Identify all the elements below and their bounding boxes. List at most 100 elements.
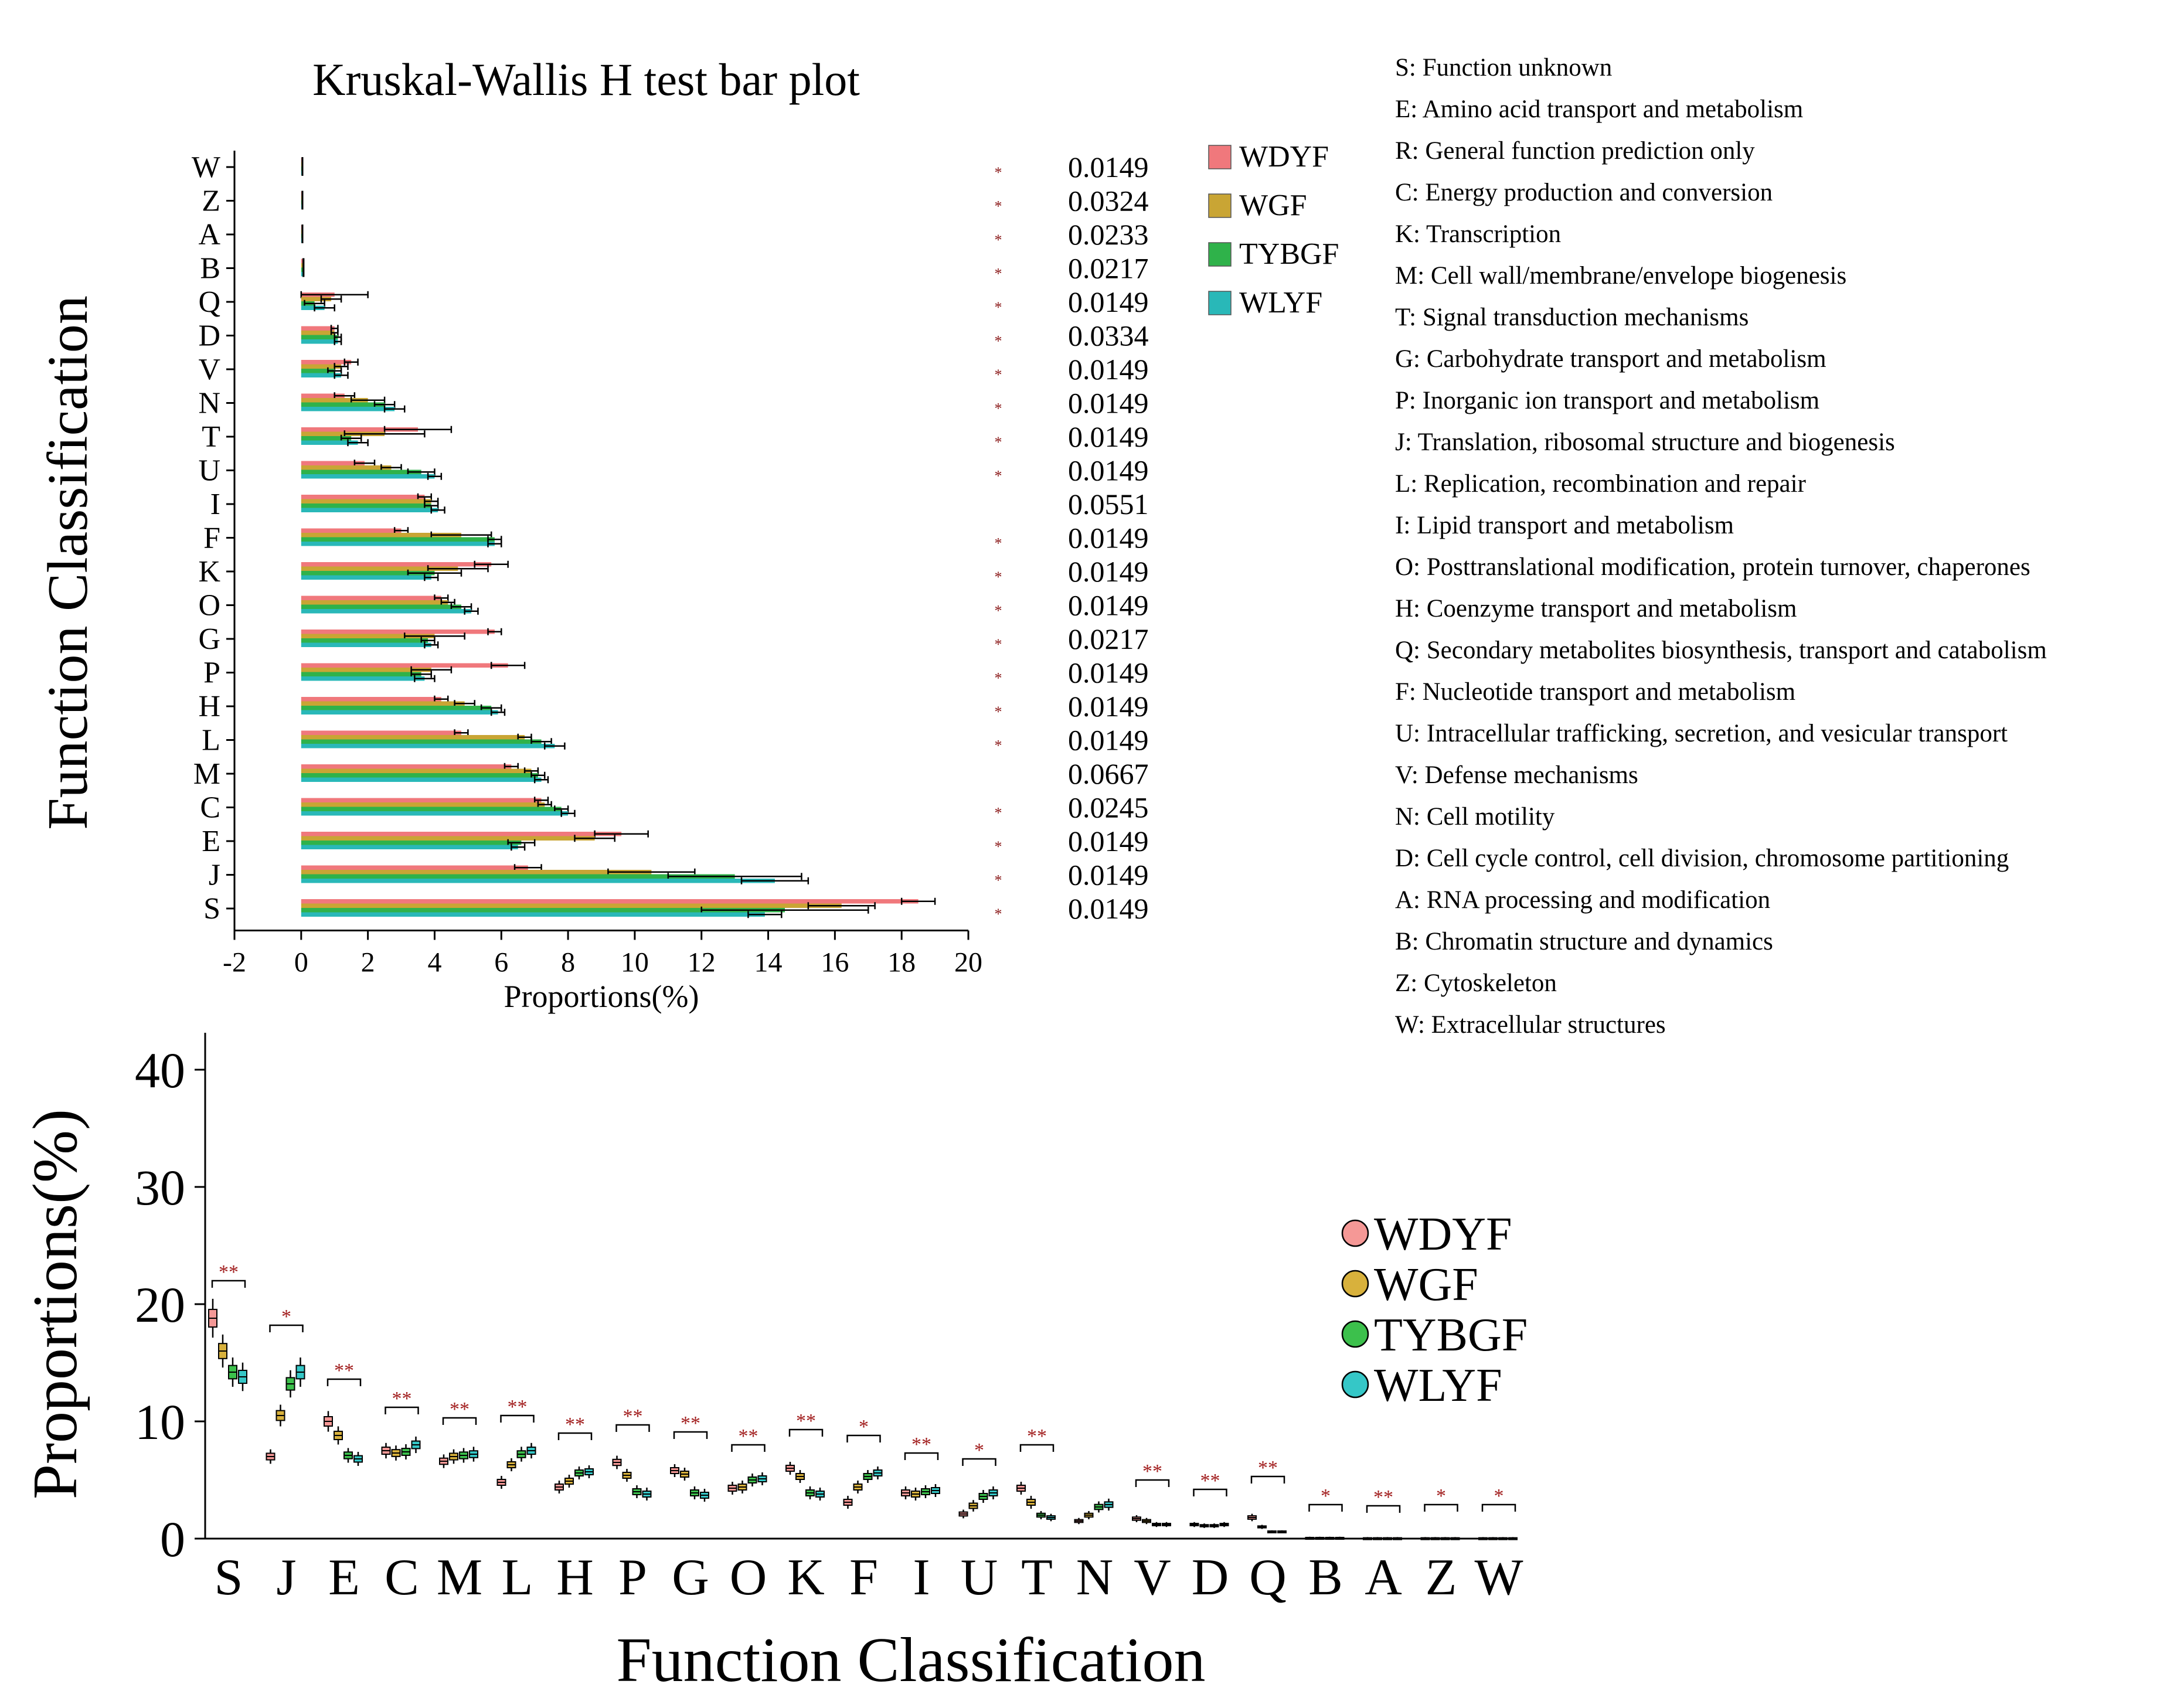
bottom-category-label: J [276,1549,296,1606]
top-category-label: V [198,353,220,386]
bottom-legend-label: TYBGF [1374,1309,1528,1361]
top-bar-wlyf [301,845,518,849]
bottom-significance-bracket [1308,1503,1343,1512]
top-significance-mark: * [995,333,1002,350]
bottom-significance-bracket [1424,1503,1458,1512]
bottom-legend-marker-wgf [1341,1270,1369,1298]
top-bar-wlyf [301,575,431,580]
bottom-significance-bracket [1250,1475,1285,1484]
cog-legend-item: Z: Cytoskeleton [1395,969,1557,997]
top-x-tick-label: 12 [688,947,716,978]
top-bar-wdyf [301,697,441,702]
bottom-significance-bracket [557,1432,593,1440]
top-bar-wdyf [301,528,402,533]
bottom-significance-bracket [442,1417,477,1425]
top-chart-x-axis-label: Proportions(%) [504,979,699,1014]
top-p-value: 0.0324 [1068,185,1149,217]
bottom-category-label: N [1076,1549,1114,1606]
top-p-value: 0.0149 [1068,589,1149,622]
cog-legend-item: H: Coenzyme transport and metabolism [1395,595,1797,622]
bottom-category-label: Q [1249,1549,1287,1606]
bottom-legend-marker-tybgf [1341,1320,1369,1348]
top-bar-tybgf [301,908,785,913]
top-bar-wgf [301,398,368,403]
top-category-label: H [198,690,220,723]
bottom-significance-mark: ** [796,1410,816,1432]
top-category-label: D [198,319,220,353]
top-bar-wgf [301,196,302,200]
bottom-legend-label: WGF [1374,1259,1478,1311]
top-bar-tybgf [301,369,335,373]
top-bar-wgf [301,701,465,706]
top-significance-mark: * [995,232,1002,249]
cog-legend-item: J: Translation, ribosomal structure and … [1395,428,1895,456]
bottom-category-label: E [328,1549,360,1606]
bottom-chart-x-axis-label: Function Classification [617,1625,1206,1695]
top-bar-wlyf [301,642,431,647]
top-significance-mark: * [995,838,1002,855]
top-p-value: 0.0149 [1068,285,1149,318]
bottom-significance-mark: ** [739,1425,758,1447]
bottom-significance-mark: ** [392,1388,412,1410]
top-chart-y-axis-label: Function Classification [36,295,100,830]
cog-legend-item: W: Extracellular structures [1395,1011,1666,1039]
top-bar-tybgf [301,503,431,508]
cog-legend-item: O: Posttranslational modification, prote… [1395,553,2030,581]
top-significance-mark: * [995,164,1002,181]
top-p-value: 0.0149 [1068,151,1149,183]
top-bar-wdyf [301,663,508,668]
bottom-significance-bracket [326,1378,362,1386]
top-significance-mark: * [995,906,1002,923]
top-significance-mark: * [995,299,1002,316]
top-bar-tybgf [301,874,735,879]
top-bar-wlyf [301,339,338,344]
top-bar-wdyf [301,158,302,162]
top-significance-mark: * [995,400,1002,417]
cog-legend-item: E: Amino acid transport and metabolism [1395,96,1804,123]
bottom-significance-mark: ** [623,1406,643,1427]
bottom-significance-bracket [1019,1444,1055,1452]
top-bar-tybgf [301,537,495,542]
top-significance-mark: * [995,636,1002,653]
bottom-significance-mark: ** [508,1396,528,1418]
top-chart-title: Kruskal-Wallis H test bar plot [312,54,860,105]
bottom-category-label: F [849,1549,878,1606]
top-bar-tybgf [301,672,421,676]
top-category-label: B [200,252,220,285]
bottom-legend-label: WLYF [1374,1360,1502,1411]
bottom-y-tick-label: 40 [135,1042,185,1098]
bottom-significance-bracket [385,1406,419,1414]
top-legend-swatch-wgf [1208,193,1232,218]
bottom-significance-bracket [731,1444,766,1452]
top-x-tick-label: 20 [954,947,982,978]
top-bar-wdyf [301,191,302,196]
top-p-value: 0.0667 [1068,757,1149,790]
top-bar-tybgf [301,773,538,778]
top-bar-wlyf [301,171,302,175]
bottom-legend-label: WDYF [1374,1209,1512,1260]
top-bar-wlyf [301,508,438,512]
top-p-value: 0.0149 [1068,522,1149,554]
top-bar-wgf [301,903,842,908]
bottom-significance-mark: ** [681,1413,700,1434]
top-category-label: P [203,656,220,690]
bottom-significance-bracket [846,1434,881,1442]
bottom-significance-mark: ** [334,1360,354,1382]
top-legend-label: WGF [1239,189,1307,222]
bottom-category-label: V [1134,1549,1171,1606]
top-bar-tybgf [301,335,338,339]
top-x-tick-label: 18 [887,947,916,978]
top-bar-wlyf [301,710,498,714]
top-bar-wdyf [301,764,512,769]
top-p-value: 0.0149 [1068,859,1149,892]
top-category-label: U [198,454,220,488]
cog-legend-item: K: Transcription [1395,220,1562,248]
top-bar-tybgf [301,739,542,744]
top-bar-wdyf [301,360,352,365]
top-significance-mark: * [995,737,1002,754]
top-significance-mark: * [995,366,1002,383]
top-x-tick-label: 0 [294,947,308,978]
bottom-significance-bracket [1366,1505,1401,1513]
top-significance-mark: * [995,198,1002,215]
